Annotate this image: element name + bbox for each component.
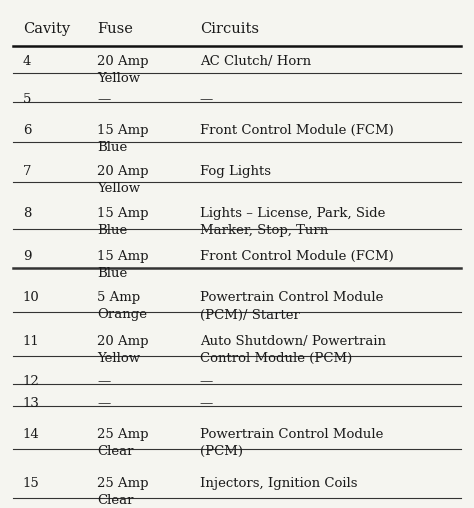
Text: —: — (200, 93, 213, 106)
Text: 20 Amp
Yellow: 20 Amp Yellow (97, 335, 149, 365)
Text: 13: 13 (23, 397, 40, 410)
Text: 20 Amp
Yellow: 20 Amp Yellow (97, 165, 149, 195)
Text: 5 Amp
Orange: 5 Amp Orange (97, 292, 147, 322)
Text: —: — (97, 93, 110, 106)
Text: Auto Shutdown/ Powertrain
Control Module (PCM): Auto Shutdown/ Powertrain Control Module… (200, 335, 386, 365)
Text: 25 Amp
Clear: 25 Amp Clear (97, 428, 149, 458)
Text: 20 Amp
Yellow: 20 Amp Yellow (97, 55, 149, 85)
Text: 7: 7 (23, 165, 31, 177)
Text: 6: 6 (23, 124, 31, 138)
Text: 11: 11 (23, 335, 39, 347)
Text: Fuse: Fuse (97, 22, 133, 36)
Text: 14: 14 (23, 428, 39, 441)
Text: Injectors, Ignition Coils: Injectors, Ignition Coils (200, 477, 357, 490)
Text: Powertrain Control Module
(PCM)/ Starter: Powertrain Control Module (PCM)/ Starter (200, 292, 383, 322)
Text: 15 Amp
Blue: 15 Amp Blue (97, 250, 149, 280)
Text: Powertrain Control Module
(PCM): Powertrain Control Module (PCM) (200, 428, 383, 458)
Text: 9: 9 (23, 250, 31, 263)
Text: AC Clutch/ Horn: AC Clutch/ Horn (200, 55, 311, 69)
Text: 15 Amp
Blue: 15 Amp Blue (97, 124, 149, 154)
Text: Front Control Module (FCM): Front Control Module (FCM) (200, 250, 393, 263)
Text: —: — (97, 397, 110, 410)
Text: 8: 8 (23, 207, 31, 220)
Text: Cavity: Cavity (23, 22, 70, 36)
Text: Fog Lights: Fog Lights (200, 165, 271, 177)
Text: —: — (200, 397, 213, 410)
Text: 4: 4 (23, 55, 31, 69)
Text: Lights – License, Park, Side
Marker, Stop, Turn: Lights – License, Park, Side Marker, Sto… (200, 207, 385, 237)
Text: 15 Amp
Blue: 15 Amp Blue (97, 207, 149, 237)
Text: —: — (97, 375, 110, 388)
Text: 12: 12 (23, 375, 39, 388)
Text: 15: 15 (23, 477, 39, 490)
Text: 10: 10 (23, 292, 39, 304)
Text: 5: 5 (23, 93, 31, 106)
Text: Circuits: Circuits (200, 22, 259, 36)
Text: —: — (200, 375, 213, 388)
Text: 25 Amp
Clear: 25 Amp Clear (97, 477, 149, 507)
Text: Front Control Module (FCM): Front Control Module (FCM) (200, 124, 393, 138)
